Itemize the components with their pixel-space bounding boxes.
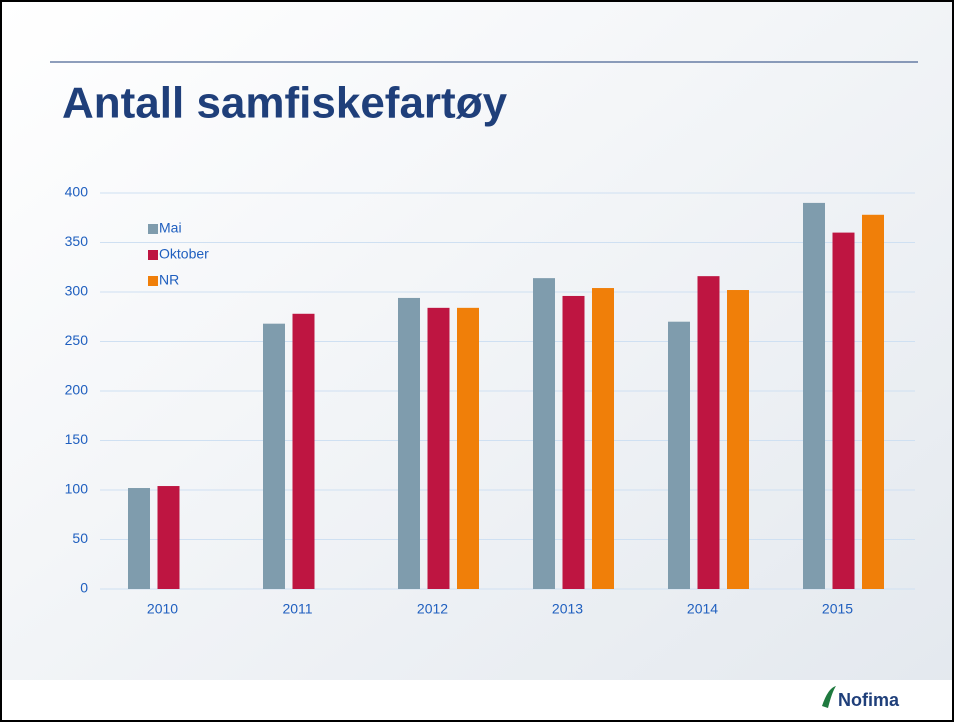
y-tick-label: 0 [80,580,88,596]
x-tick-label: 2010 [147,601,178,617]
bar [697,276,720,589]
x-tick-label: 2012 [417,601,448,617]
legend-swatch [148,276,158,286]
bar [533,278,555,589]
bar [862,214,884,589]
bar [427,307,450,589]
bar [292,313,315,589]
y-tick-label: 200 [65,382,89,398]
bar [157,486,180,589]
chart-title: Antall samfiskefartøy [62,79,508,128]
y-tick-label: 150 [65,431,89,447]
y-tick-label: 100 [65,481,89,497]
legend-swatch [148,224,158,234]
footer-band [2,680,952,720]
x-tick-label: 2013 [552,601,583,617]
bar [592,288,614,589]
legend-label: Mai [159,220,182,236]
bar [668,321,690,589]
bar [398,297,420,589]
bar [263,323,285,589]
y-tick-label: 350 [65,233,89,249]
logo: Nofima [838,690,900,710]
x-tick-label: 2015 [822,601,853,617]
logo-icon [822,686,836,708]
y-tick-label: 250 [65,332,89,348]
bar [832,232,855,589]
legend-label: NR [159,272,179,288]
bar [457,307,479,589]
y-tick-label: 300 [65,283,89,299]
bar [562,295,585,589]
x-tick-label: 2011 [282,601,312,617]
legend-swatch [148,250,158,260]
bar [803,202,825,589]
chart: 0 50 100 150 200 250 300 350 400 2010 2011 2012 2013… [65,184,915,617]
bar [727,290,749,589]
y-tick-label: 50 [72,530,88,546]
bar [128,488,150,589]
legend-label: Oktober [159,246,209,262]
y-tick-label: 400 [65,184,89,200]
x-tick-label: 2014 [687,601,718,617]
